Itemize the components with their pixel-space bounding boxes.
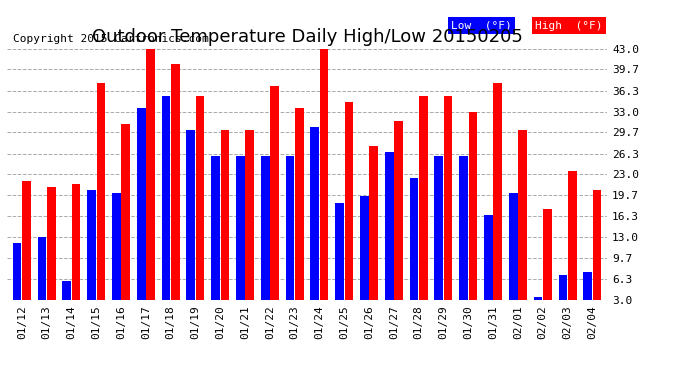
Title: Outdoor Temperature Daily High/Low 20150205: Outdoor Temperature Daily High/Low 20150… — [92, 28, 522, 46]
Bar — [97, 83, 105, 300]
Bar — [87, 190, 96, 300]
Bar — [335, 202, 344, 300]
Bar — [593, 190, 601, 300]
Bar — [37, 237, 46, 300]
Bar — [469, 112, 477, 300]
Bar — [444, 96, 453, 300]
Bar — [319, 49, 328, 300]
Bar — [509, 193, 518, 300]
Bar — [171, 64, 179, 300]
Bar — [583, 272, 592, 300]
Bar — [112, 193, 121, 300]
Bar — [533, 297, 542, 300]
Bar — [369, 146, 378, 300]
Bar — [286, 156, 295, 300]
Text: High  (°F): High (°F) — [535, 21, 602, 31]
Bar — [211, 156, 220, 300]
Bar — [137, 108, 146, 300]
Bar — [13, 243, 21, 300]
Bar — [261, 156, 270, 300]
Bar — [435, 156, 443, 300]
Bar — [161, 96, 170, 300]
Bar — [518, 130, 527, 300]
Bar — [146, 49, 155, 300]
Bar — [196, 96, 204, 300]
Bar — [47, 187, 56, 300]
Bar — [310, 127, 319, 300]
Bar — [419, 96, 428, 300]
Bar — [236, 156, 245, 300]
Bar — [121, 124, 130, 300]
Bar — [62, 281, 71, 300]
Bar — [558, 275, 567, 300]
Text: Low  (°F): Low (°F) — [451, 21, 512, 31]
Bar — [22, 181, 31, 300]
Bar — [246, 130, 254, 300]
Bar — [394, 121, 403, 300]
Text: Copyright 2015 Cartronics.com: Copyright 2015 Cartronics.com — [13, 34, 208, 44]
Bar — [460, 156, 468, 300]
Bar — [385, 152, 393, 300]
Bar — [360, 196, 368, 300]
Bar — [484, 215, 493, 300]
Bar — [568, 171, 577, 300]
Bar — [186, 130, 195, 300]
Bar — [295, 108, 304, 300]
Bar — [410, 177, 418, 300]
Bar — [270, 87, 279, 300]
Bar — [72, 184, 81, 300]
Bar — [543, 209, 552, 300]
Bar — [344, 102, 353, 300]
Bar — [493, 83, 502, 300]
Bar — [221, 130, 229, 300]
